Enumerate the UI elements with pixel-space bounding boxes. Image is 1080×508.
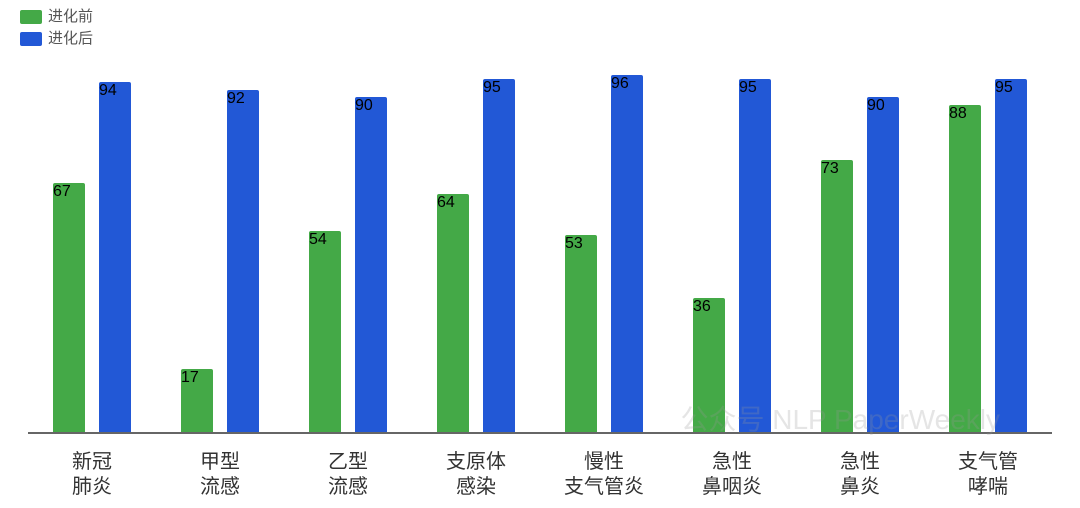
- x-axis-label: 急性鼻炎: [796, 450, 924, 500]
- grouped-bar-chart: 进化前 进化后 67941792549064955396369573908895…: [0, 0, 1080, 508]
- bar-group: 6495: [412, 60, 540, 432]
- x-axis-label: 支原体感染: [412, 450, 540, 500]
- x-axis-label: 急性鼻咽炎: [668, 450, 796, 500]
- x-axis-label: 乙型流感: [284, 450, 412, 500]
- bar-after: 96: [611, 75, 643, 432]
- bar-after: 95: [739, 79, 771, 432]
- legend: 进化前 进化后: [20, 6, 93, 50]
- bar-group: 1792: [156, 60, 284, 432]
- legend-swatch-after: [20, 32, 42, 46]
- bar-after: 95: [483, 79, 515, 432]
- legend-label-after: 进化后: [48, 28, 93, 50]
- bar-group: 6794: [28, 60, 156, 432]
- bar-before: 64: [437, 194, 469, 432]
- bar-before: 73: [821, 160, 853, 432]
- bar-after: 90: [355, 97, 387, 432]
- bar-before: 88: [949, 105, 981, 432]
- x-axis-label: 慢性支气管炎: [540, 450, 668, 500]
- bar-before: 67: [53, 183, 85, 432]
- legend-swatch-before: [20, 10, 42, 24]
- bar-before: 54: [309, 231, 341, 432]
- bar-after: 95: [995, 79, 1027, 432]
- bar-before: 36: [693, 298, 725, 432]
- bar-group: 5490: [284, 60, 412, 432]
- x-axis-label: 支气管哮喘: [924, 450, 1052, 500]
- bar-before: 17: [181, 369, 213, 432]
- bar-after: 92: [227, 90, 259, 432]
- bar-group: 7390: [796, 60, 924, 432]
- x-axis-label: 甲型流感: [156, 450, 284, 500]
- legend-label-before: 进化前: [48, 6, 93, 28]
- bar-group: 5396: [540, 60, 668, 432]
- plot-area: 67941792549064955396369573908895: [28, 60, 1052, 434]
- bar-after: 90: [867, 97, 899, 432]
- x-axis-label: 新冠肺炎: [28, 450, 156, 500]
- bar-group: 8895: [924, 60, 1052, 432]
- legend-item-after: 进化后: [20, 28, 93, 50]
- x-axis-labels: 新冠肺炎甲型流感乙型流感支原体感染慢性支气管炎急性鼻咽炎急性鼻炎支气管哮喘: [28, 450, 1052, 500]
- bar-group: 3695: [668, 60, 796, 432]
- bar-before: 53: [565, 235, 597, 432]
- bar-after: 94: [99, 82, 131, 432]
- legend-item-before: 进化前: [20, 6, 93, 28]
